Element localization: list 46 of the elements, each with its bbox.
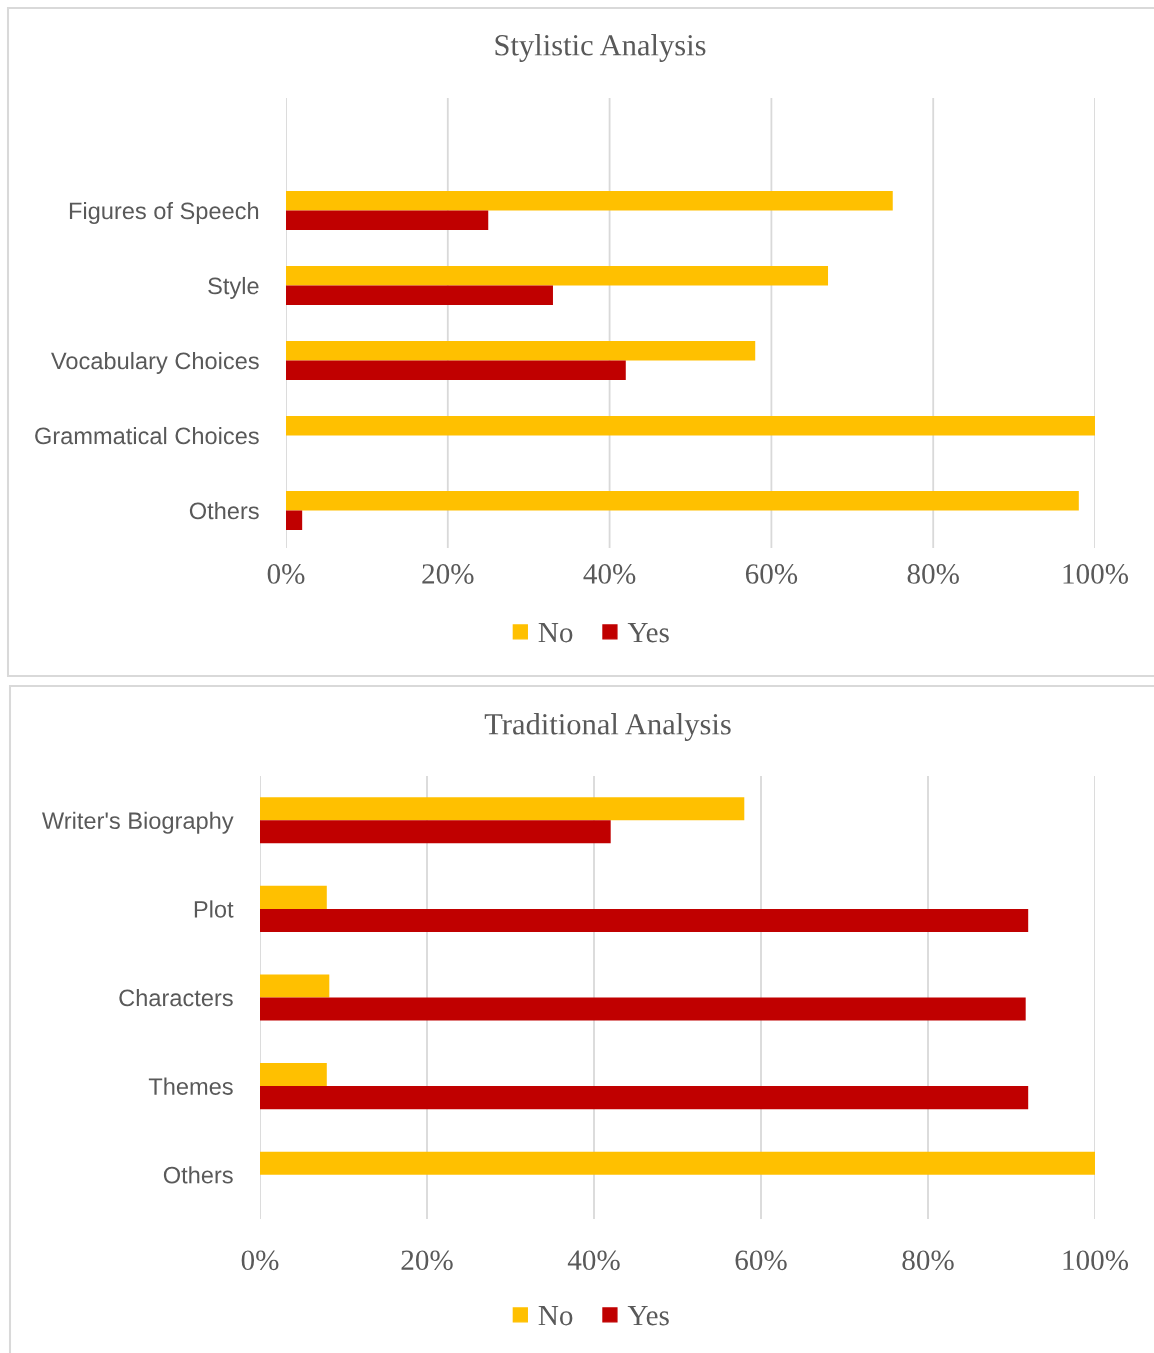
y-tick-label: Plot	[194, 900, 234, 918]
bar	[286, 341, 756, 361]
y-tick-label: Others	[163, 1166, 233, 1184]
x-tick-label: 80%	[902, 1250, 954, 1271]
y-tick-label: Characters	[119, 988, 233, 1007]
x-tick-label: 60%	[735, 1250, 787, 1271]
bar	[260, 1151, 1095, 1175]
x-tick-label: 0%	[267, 564, 305, 584]
bar	[286, 416, 1095, 436]
bar	[260, 974, 330, 998]
y-tick-label: Writer's Biography	[42, 811, 234, 834]
bar	[260, 820, 611, 844]
legend-label: No	[538, 623, 573, 643]
bar	[286, 510, 303, 530]
x-tick-label: 100%	[1063, 564, 1129, 584]
legend-label: Yes	[627, 623, 669, 643]
x-tick-label: 20%	[422, 564, 474, 584]
x-tick-label: 40%	[583, 564, 636, 584]
y-tick-label: Themes	[148, 1077, 233, 1095]
y-tick-label: Others	[189, 501, 259, 520]
chart-title: Stylistic Analysis	[495, 34, 706, 62]
bar	[286, 360, 626, 380]
bar	[286, 191, 893, 211]
x-tick-label: 60%	[745, 564, 798, 584]
y-tick-label: Vocabulary Choices	[51, 351, 259, 374]
x-tick-label: 20%	[401, 1250, 453, 1271]
y-tick-label: Grammatical Choices	[35, 426, 259, 445]
bar	[260, 997, 1026, 1021]
x-tick-label: 40%	[567, 1250, 620, 1271]
chart-title: Traditional Analysis	[484, 713, 731, 741]
x-tick-label: 100%	[1063, 1250, 1129, 1271]
x-tick-label: 0%	[241, 1250, 279, 1271]
bar	[286, 491, 1079, 511]
legend-label: Yes	[627, 1306, 669, 1326]
legend-label: No	[538, 1306, 573, 1326]
bar	[260, 885, 327, 909]
bar	[286, 210, 489, 230]
bar	[260, 1086, 1029, 1110]
bar	[260, 1063, 327, 1087]
bar	[286, 285, 553, 305]
x-tick-label: 80%	[907, 564, 959, 584]
bar	[286, 266, 829, 286]
bar	[260, 797, 745, 821]
y-tick-label: Figures of Speech	[69, 201, 259, 224]
bar	[260, 908, 1029, 932]
y-tick-label: Style	[208, 276, 259, 299]
